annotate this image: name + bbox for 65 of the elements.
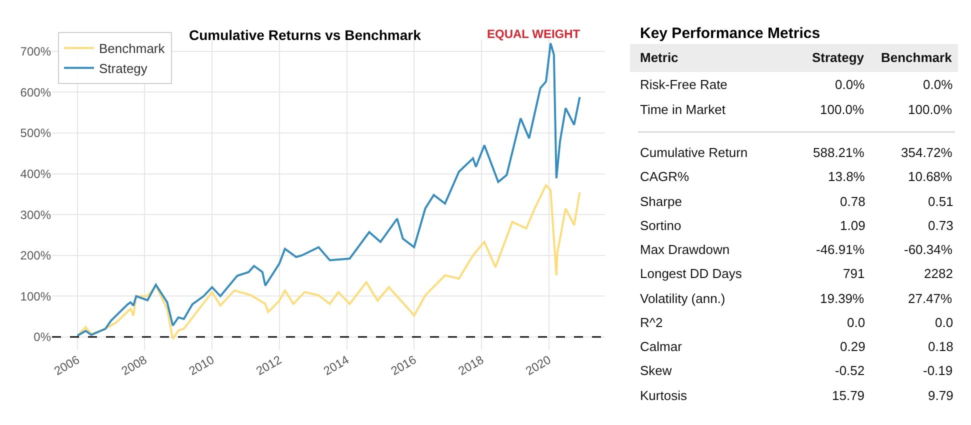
text: Sharpe: [640, 194, 682, 209]
legend-label: Benchmark: [99, 41, 166, 56]
x-tick-label: 2014: [321, 352, 352, 378]
text: Calmar: [640, 339, 683, 354]
text: Sortino: [640, 218, 682, 233]
text: Max Drawdown: [640, 242, 730, 257]
text: 0.0%: [835, 77, 866, 92]
text: Metric: [640, 50, 678, 65]
text: 15.79: [832, 388, 865, 403]
y-tick-label: 0%: [34, 330, 52, 344]
text: 19.39%: [820, 291, 865, 306]
y-tick-label: 700%: [20, 44, 52, 59]
text: 2282: [924, 266, 953, 281]
line-series: [76, 42, 581, 337]
chart-title: Cumulative Returns vs Benchmark: [189, 27, 422, 43]
text: Strategy: [812, 50, 865, 65]
x-tick-label: 2020: [523, 352, 554, 378]
text: 0.0%: [923, 77, 954, 92]
y-tick-label: 500%: [20, 126, 52, 140]
x-tick-label: 2010: [186, 352, 217, 378]
y-tick-label: 100%: [20, 289, 52, 304]
text: 0.0: [935, 315, 954, 330]
text: 0.18: [928, 339, 954, 354]
text: CAGR%: [640, 169, 690, 184]
x-tick-label: 2016: [388, 352, 419, 378]
text: 354.72%: [901, 145, 953, 160]
text: Time in Market: [640, 102, 726, 117]
text: -60.34%: [904, 242, 953, 257]
text: 0.0: [847, 315, 866, 330]
y-tick-label: 200%: [20, 248, 52, 263]
text: -46.91%: [816, 242, 865, 257]
y-tick-label: 300%: [20, 208, 52, 222]
y-tick-label: 600%: [20, 85, 52, 100]
text: Kurtosis: [640, 388, 688, 403]
text: Risk-Free Rate: [640, 77, 728, 92]
text: Volatility (ann.): [640, 291, 726, 306]
text: Skew: [640, 363, 672, 378]
x-tick-label: 2008: [119, 352, 150, 378]
x-tick-label: 2012: [254, 352, 284, 378]
x-tick-label: 2006: [52, 352, 82, 378]
text: 791: [843, 266, 865, 281]
text: 100.0%: [908, 102, 953, 117]
text: 0.78: [840, 194, 866, 209]
text: 9.79: [928, 388, 954, 403]
text: Key Performance Metrics: [640, 25, 820, 42]
y-tick-label: 400%: [20, 166, 52, 181]
text: -0.19: [923, 363, 953, 378]
text: 0.51: [928, 194, 954, 209]
text: Cumulative Return: [640, 145, 748, 160]
text: 13.8%: [828, 169, 866, 184]
text: 100.0%: [820, 102, 865, 117]
text: -0.52: [835, 363, 865, 378]
text: 588.21%: [813, 145, 865, 160]
x-tick-label: 2018: [456, 352, 486, 378]
text: 27.47%: [908, 291, 953, 306]
line-series: [76, 184, 581, 340]
text: Benchmark: [881, 50, 953, 65]
text: 0.73: [928, 218, 954, 233]
text: 10.68%: [908, 169, 953, 184]
legend-label: Strategy: [99, 60, 148, 76]
text: 1.09: [840, 218, 866, 233]
text: Longest DD Days: [640, 266, 742, 281]
annotation: EQUAL WEIGHT: [487, 27, 581, 41]
text: 0.29: [840, 339, 866, 354]
text: R^2: [640, 315, 663, 330]
